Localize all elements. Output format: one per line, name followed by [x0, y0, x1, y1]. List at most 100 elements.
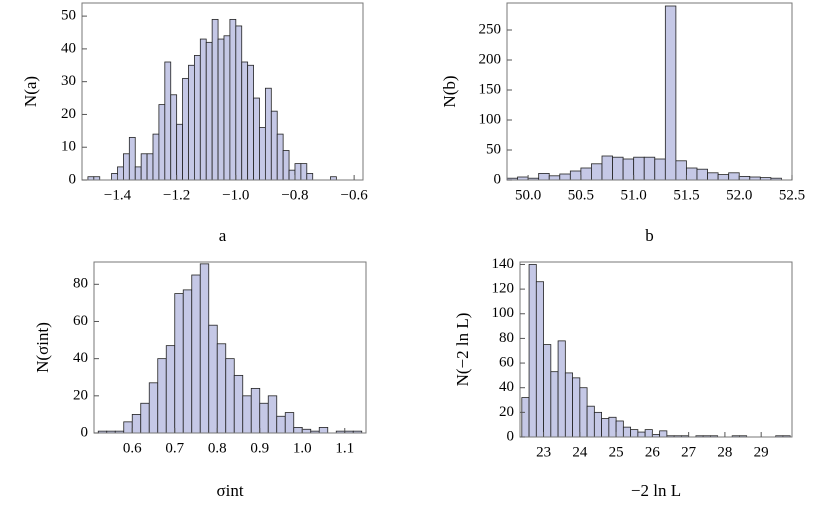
bar	[242, 395, 252, 434]
bar	[188, 64, 195, 181]
x-tick-label: 52.5	[779, 187, 805, 203]
bar	[301, 428, 312, 434]
x-tick-label: 52.0	[726, 187, 752, 203]
x-tick-label: 0.6	[123, 440, 142, 456]
bar	[696, 168, 708, 181]
bar	[199, 263, 210, 434]
bar	[191, 274, 201, 434]
bar	[644, 429, 653, 438]
x-tick-label: 26	[645, 444, 661, 460]
bar	[123, 421, 133, 434]
bar	[211, 18, 219, 181]
bar	[199, 38, 207, 181]
bar	[270, 110, 278, 181]
x-tick-label: 50.5	[568, 187, 594, 203]
bar	[276, 415, 286, 434]
bar	[521, 397, 530, 438]
bar	[293, 427, 303, 434]
y-tick-label: 250	[479, 21, 502, 37]
x-tick-label: −0.6	[341, 187, 369, 203]
x-tick-label: −1.0	[222, 187, 249, 203]
y-tick-label: 30	[61, 73, 76, 89]
bar	[193, 55, 201, 181]
y-tick-label: 60	[73, 313, 88, 329]
bar	[131, 414, 142, 434]
x-tick-label: 27	[681, 444, 697, 460]
x-tick-label: 51.0	[621, 187, 647, 203]
bar	[284, 412, 295, 434]
bar	[294, 163, 302, 181]
bar	[123, 153, 130, 181]
bar	[550, 371, 559, 438]
y-axis-label: N(b)	[440, 75, 459, 107]
bar	[637, 431, 646, 438]
bar	[182, 289, 193, 434]
bar	[117, 166, 124, 181]
x-tick-label: 25	[609, 444, 624, 460]
x-tick-label: 51.5	[673, 187, 699, 203]
bar	[538, 172, 550, 181]
bar	[128, 136, 136, 181]
bar	[205, 41, 213, 181]
bar	[557, 340, 566, 438]
bar	[217, 38, 225, 181]
x-tick-label: 1.0	[293, 440, 312, 456]
bar	[601, 418, 610, 438]
bar	[282, 150, 290, 181]
bar	[630, 429, 639, 438]
bar	[535, 281, 544, 438]
bar	[146, 153, 154, 181]
bar	[247, 64, 254, 181]
bar	[250, 387, 261, 434]
bar	[608, 416, 617, 438]
y-tick-label: 40	[61, 40, 76, 56]
bar	[654, 158, 666, 181]
bar	[264, 87, 272, 181]
bar	[152, 133, 160, 181]
bar	[276, 133, 284, 181]
y-tick-label: 40	[499, 379, 514, 395]
bar	[229, 18, 237, 181]
bar	[300, 163, 308, 181]
y-tick-label: 150	[479, 81, 502, 97]
bar	[164, 61, 172, 181]
y-tick-label: 0	[81, 424, 89, 440]
y-tick-label: 100	[492, 305, 515, 321]
y-tick-label: 20	[499, 404, 514, 420]
plot-frame	[506, 2, 793, 181]
bar	[572, 377, 581, 438]
x-tick-label: 28	[717, 444, 732, 460]
bar	[593, 411, 603, 438]
bar	[134, 166, 142, 181]
bar	[707, 172, 719, 181]
y-tick-label: 40	[73, 350, 88, 366]
bar	[182, 77, 189, 181]
x-axis-label: a	[219, 226, 227, 245]
bar	[643, 156, 656, 181]
x-tick-label: 0.9	[250, 440, 269, 456]
bar	[728, 172, 740, 181]
plot-frame	[81, 2, 364, 181]
bar	[157, 358, 167, 434]
y-tick-label: 10	[61, 139, 76, 155]
y-tick-label: 50	[486, 141, 501, 157]
y-tick-label: 20	[73, 387, 88, 403]
bar	[686, 167, 698, 181]
bar	[675, 160, 687, 181]
bar	[176, 123, 183, 181]
y-tick-label: 0	[494, 171, 502, 187]
y-tick-label: 80	[499, 330, 514, 346]
bar	[306, 173, 314, 181]
bar	[633, 156, 645, 181]
bar	[174, 293, 184, 434]
bar	[253, 97, 260, 181]
bar	[158, 104, 166, 181]
x-tick-label: −0.8	[281, 187, 308, 203]
bar	[241, 61, 249, 181]
bar	[111, 173, 118, 181]
bar	[235, 25, 243, 181]
bar	[664, 5, 677, 181]
bar	[223, 35, 231, 181]
bar	[208, 324, 218, 434]
y-tick-label: 120	[492, 281, 515, 297]
